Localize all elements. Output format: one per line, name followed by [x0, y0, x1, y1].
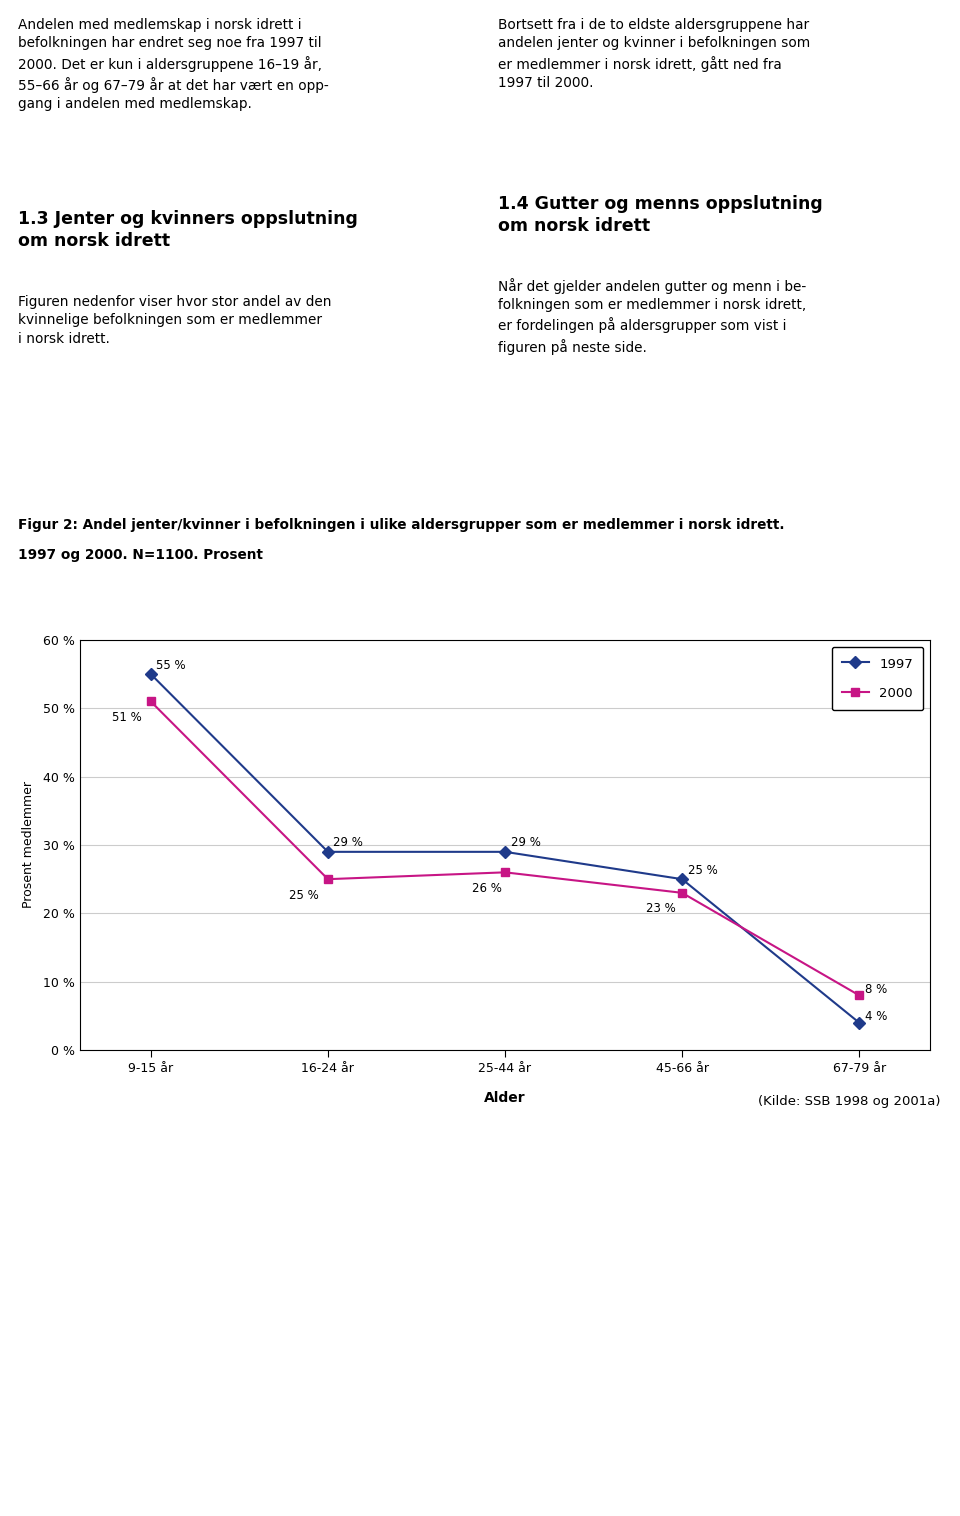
2000: [677, 884, 688, 902]
Legend: 1997, 2000: 1997, 2000: [831, 647, 924, 711]
Text: Bortsett fra i de to eldste aldersgruppene har
andelen jenter og kvinner i befol: Bortsett fra i de to eldste aldersgruppe…: [498, 18, 810, 89]
1997: [853, 1014, 865, 1032]
Text: 6: 6: [473, 1463, 485, 1478]
Text: Figuren nedenfor viser hvor stor andel av den
kvinnelige befolkningen som er med: Figuren nedenfor viser hvor stor andel a…: [18, 296, 331, 346]
Text: 1.3 Jenter og kvinners oppslutning
om norsk idrett: 1.3 Jenter og kvinners oppslutning om no…: [18, 211, 358, 250]
Text: (Kilde: SSB 1998 og 2001a): (Kilde: SSB 1998 og 2001a): [757, 1095, 940, 1108]
X-axis label: Alder: Alder: [484, 1092, 526, 1105]
Text: Andelen med medlemskap i norsk idrett i
befolkningen har endret seg noe fra 1997: Andelen med medlemskap i norsk idrett i …: [18, 18, 328, 111]
Text: 1.4 Gutter og menns oppslutning
om norsk idrett: 1.4 Gutter og menns oppslutning om norsk…: [498, 196, 823, 235]
2000: [145, 693, 156, 711]
2000: [323, 870, 334, 888]
Text: 29 %: 29 %: [333, 837, 363, 849]
Text: Figur 2: Andel jenter/kvinner i befolkningen i ulike aldersgrupper som er medlem: Figur 2: Andel jenter/kvinner i befolkni…: [18, 518, 784, 532]
1997: [145, 666, 156, 684]
Text: 25 %: 25 %: [687, 864, 717, 876]
Text: 29 %: 29 %: [511, 837, 540, 849]
1997: [677, 870, 688, 888]
Text: 25 %: 25 %: [289, 888, 319, 902]
Text: 26 %: 26 %: [471, 882, 501, 894]
Text: 8 %: 8 %: [865, 982, 887, 996]
Line: 2000: 2000: [147, 697, 863, 999]
2000: [499, 863, 511, 881]
2000: [853, 987, 865, 1005]
1997: [323, 843, 334, 861]
Text: 51 %: 51 %: [112, 711, 142, 725]
Text: 23 %: 23 %: [646, 902, 676, 916]
Text: 4 %: 4 %: [865, 1010, 887, 1023]
Line: 1997: 1997: [147, 670, 863, 1026]
Text: 55 %: 55 %: [156, 658, 186, 672]
Text: Når det gjelder andelen gutter og menn i be-
folkningen som er medlemmer i norsk: Når det gjelder andelen gutter og menn i…: [498, 277, 806, 355]
Y-axis label: Prosent medlemmer: Prosent medlemmer: [22, 782, 35, 908]
1997: [499, 843, 511, 861]
Text: 1997 og 2000. N=1100. Prosent: 1997 og 2000. N=1100. Prosent: [18, 547, 263, 562]
